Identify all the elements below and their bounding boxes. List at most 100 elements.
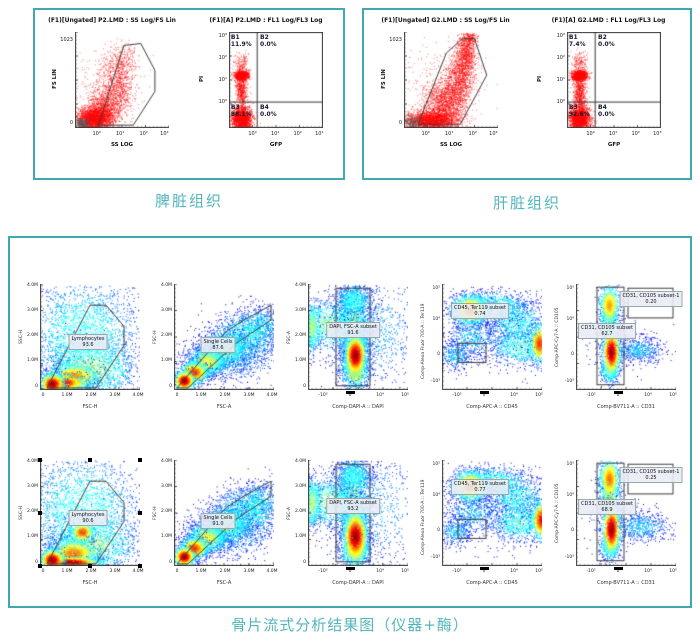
quadrant-label-B3: B3 92.6% — [569, 104, 590, 118]
x-tick-label: 10⁵ — [535, 569, 543, 574]
y-tick-label: 0 — [69, 120, 73, 127]
plot-title: (F1)[A] G2.LMD : FL1 Log/FL3 Log — [551, 17, 666, 24]
y-tick-label: 10⁰ — [218, 99, 227, 106]
y-tick-label: 1.0M — [160, 534, 172, 540]
x-tick-label: -10³ — [452, 569, 462, 574]
plot-area: Single Cells 87.6 — [174, 284, 274, 390]
axis-zero-marker — [480, 567, 489, 570]
y-tick-label: 10¹ — [218, 77, 227, 83]
x-tick-label: 0 — [616, 569, 620, 574]
x-tick-label: 0 — [616, 393, 620, 398]
quadrant-percent: 0.0% — [598, 110, 615, 118]
gate-percent: 91.0 — [212, 521, 224, 528]
gate-name: Lymphocytes — [71, 512, 105, 519]
flow-plot-density: CD45, Ter119 subset 0.74 -10³ 0 10⁴ 10⁵ -10³ 0 1… — [418, 280, 550, 440]
liver-caption: 肝脏组织 — [492, 194, 561, 212]
y-tick-label: 2.0M — [26, 332, 38, 338]
y-tick-label: 3.0M — [294, 307, 306, 313]
y-tick-label: 10² — [218, 54, 227, 61]
quadrant-label-B2: B2 0.0% — [598, 34, 615, 48]
y-tick-label: 0 — [571, 528, 574, 534]
quadrant-label-B1: B1 11.9% — [231, 34, 252, 48]
gate-percent: 0.25 — [645, 474, 657, 481]
y-tick-label: 10⁴ — [432, 493, 440, 499]
density-canvas — [442, 460, 542, 566]
x-tick-label: 4.0M — [266, 569, 278, 574]
plot-area: DAPI, FSC-A subset 93.2 — [308, 460, 408, 566]
plot-area: B1 11.9% B2 0.0% B3 88.1% B4 0.0% — [229, 32, 323, 128]
quadrant-percent: 92.6% — [568, 110, 590, 118]
flow-plot-density: CD45, Ter119 subset 0.77 -10³ 0 10⁴ 10⁵ -10³ 0 1… — [418, 456, 550, 616]
gate-label: CD31, CD105 subset 62.7 — [578, 322, 636, 339]
x-tick-label: 0 — [482, 569, 486, 574]
scatter-canvas — [229, 32, 323, 128]
x-tick-label: 10⁴ — [376, 393, 384, 398]
y-tick-label: 10³ — [556, 32, 565, 39]
flow-plot-density: Lymphocytes 93.6 0 1.0M 2.0M 3.0M 4.0M 0 1.0M 2.0… — [16, 280, 148, 440]
x-tick-label: 10⁰ — [421, 131, 430, 137]
x-axis-label: GFP — [607, 142, 621, 148]
gate-percent: 62.7 — [601, 330, 613, 337]
y-tick-label: 3.0M — [160, 307, 172, 313]
x-tick-label: 10⁴ — [644, 569, 652, 574]
plot-title: (F1)[Ungated] P2.LMD : SS Log/FS Lin — [48, 17, 176, 24]
y-axis-label: SSC-H — [19, 505, 24, 520]
plot-area: CD45, Ter119 subset 0.74 — [442, 284, 542, 390]
x-tick-label: 10³ — [489, 131, 498, 137]
y-tick-label: 1023 — [60, 36, 73, 43]
y-tick-label: 1.0M — [160, 358, 172, 364]
y-tick-label: 3.0M — [26, 483, 38, 489]
y-axis-label: Comp-APC-Cy7-A :: CD105 — [555, 307, 560, 367]
y-tick-label: 10⁵ — [432, 462, 440, 468]
x-tick-label: 10² — [293, 131, 302, 137]
x-tick-label: 4.0M — [266, 393, 278, 398]
gate-name: CD45, Ter119 subset — [454, 304, 506, 311]
plot-area: B1 7.4% B2 0.0% B3 92.6% B4 0.0% — [567, 32, 661, 128]
gate-label: CD45, Ter119 subset 0.74 — [451, 302, 509, 319]
gate-label: Lymphocytes 90.6 — [68, 510, 108, 527]
y-tick-label: 0 — [571, 352, 574, 358]
quadrant-name: B1 — [230, 33, 240, 41]
gate-percent: 93.2 — [347, 505, 359, 512]
quadrant-label-B4: B4 0.0% — [598, 104, 615, 118]
gate-label: CD31, CD105 subset 68.9 — [578, 498, 636, 515]
quadrant-percent: 11.9% — [230, 40, 252, 48]
flow-row-1: Lymphocytes 93.6 0 1.0M 2.0M 3.0M 4.0M 0 1.0M 2.0… — [10, 280, 690, 440]
x-tick-label: 1.0M — [61, 569, 73, 574]
quadrant-label-B3: B3 88.1% — [231, 104, 252, 118]
density-canvas — [174, 460, 274, 566]
y-tick-label: 0 — [35, 383, 38, 389]
flow-plot-density: CD31, CD105 subset 62.7 CD31, CD105 subset… — [552, 280, 684, 440]
gate-percent: 91.6 — [347, 329, 359, 336]
y-tick-label: 10⁰ — [556, 99, 565, 106]
x-tick-label: -10³ — [586, 393, 596, 398]
flow-row-2: Lymphocytes 90.6 0 1.0M 2.0M 3.0M 4.0M 0 1.0M 2.0… — [10, 456, 690, 616]
flow-plot-density: DAPI, FSC-A subset 91.6 0 1.0M 2.0M 3.0M 4.0M -… — [284, 280, 416, 440]
y-tick-label: 10⁴ — [566, 317, 574, 323]
x-tick-label: 2.0M — [85, 569, 97, 574]
x-tick-label: 0 — [348, 393, 352, 398]
x-tick-label: 10⁰ — [586, 131, 595, 137]
y-tick-label: 0 — [303, 559, 306, 565]
quadrant-name: B1 — [568, 33, 578, 41]
x-axis-label: Comp-APC-A :: CD45 — [466, 404, 518, 410]
x-tick-label: 1.0M — [61, 393, 73, 398]
y-tick-label: 2.0M — [294, 332, 306, 338]
gate-label: Lymphocytes 93.6 — [68, 334, 108, 351]
x-tick-label: 4.0M — [132, 569, 144, 574]
quadrant-name: B4 — [260, 103, 269, 111]
y-tick-label: 10⁴ — [432, 317, 440, 323]
x-tick-label: 2.0M — [219, 393, 231, 398]
scatter-canvas — [404, 32, 498, 128]
gate-label: Single Cells 91.0 — [200, 513, 236, 530]
density-canvas — [174, 284, 274, 390]
gate-name: CD31, CD105 subset — [581, 324, 633, 331]
x-tick-label: 10³ — [315, 131, 324, 137]
x-tick-label: 10¹ — [116, 131, 125, 137]
quadrant-label-B2: B2 0.0% — [260, 34, 277, 48]
gate-percent: 0.74 — [474, 310, 486, 317]
scatter-canvas — [567, 32, 661, 128]
quadrant-name: B2 — [598, 33, 607, 41]
y-tick-label: 2.0M — [160, 508, 172, 514]
y-tick-label: -10³ — [430, 378, 440, 384]
